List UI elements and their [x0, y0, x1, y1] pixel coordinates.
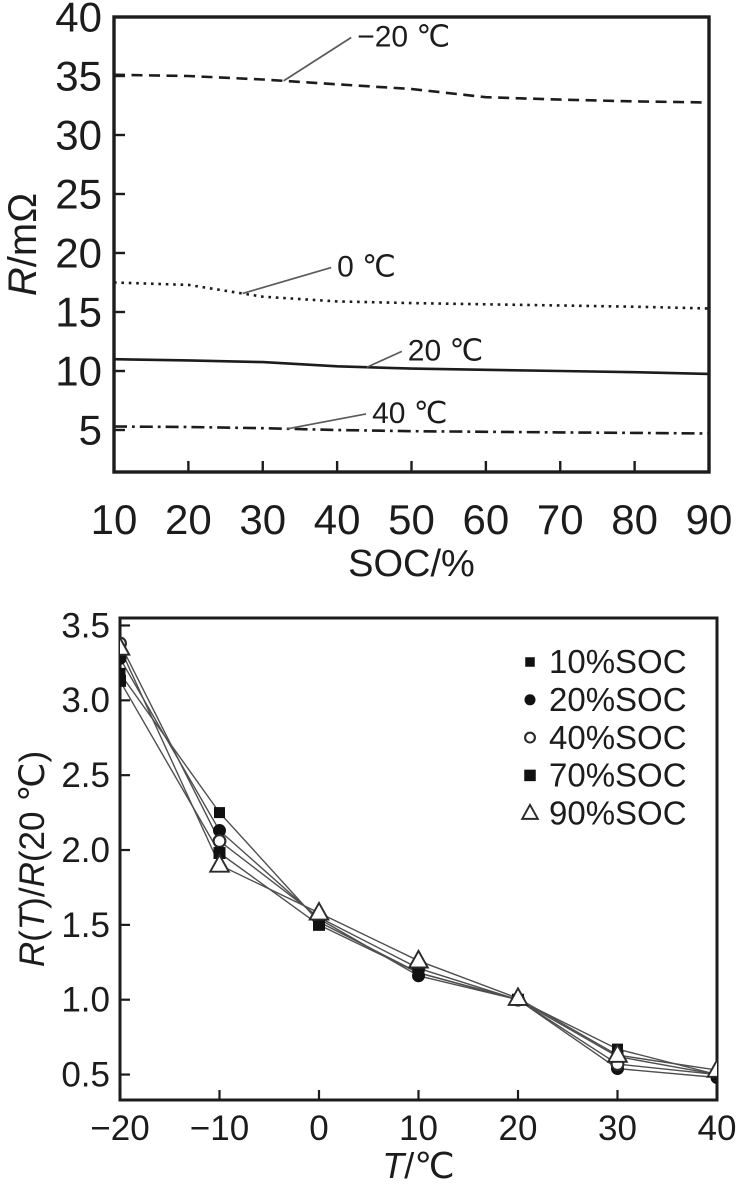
series-group — [114, 73, 709, 435]
x-tick-labels: −20 −10 0 10 20 30 40 — [90, 1109, 736, 1148]
series-line-0-1 — [114, 281, 709, 310]
x-tick-label: 20 — [499, 1109, 538, 1148]
y-tick-label: 35 — [55, 52, 102, 99]
y-tick-label: 1.0 — [61, 981, 110, 1020]
x-tick-label: 40 — [314, 496, 361, 543]
series-line-20-2 — [114, 357, 709, 376]
triangle-open-data-point — [407, 948, 430, 969]
x-tick-label: 50 — [388, 496, 435, 543]
x-axis-label: SOC/% — [348, 543, 475, 585]
y-axis-label: R(T)/R(20 ℃) — [13, 751, 52, 967]
annotation-leader-line — [283, 36, 352, 82]
y-tick-label: 2.5 — [61, 756, 110, 795]
triangle-open-data-point — [120, 636, 131, 656]
circle-open-legend-icon — [524, 731, 536, 744]
triangle-open-data-point — [208, 853, 231, 873]
circle-filled-legend-icon — [524, 694, 536, 706]
annotation-label-20-2: 20 ℃ — [408, 334, 483, 367]
x-tick-label: 0 — [309, 1109, 328, 1148]
square-filled-data-point — [214, 807, 225, 819]
square-filled-data-point — [120, 674, 126, 687]
x-tick-label: 10 — [91, 496, 138, 543]
circle-filled-data-point — [213, 824, 226, 838]
x-tick-label: 70 — [537, 496, 584, 543]
legend-item-10-soc-0: 10%SOC — [525, 643, 687, 680]
annotation-label-20-0: −20 ℃ — [357, 20, 450, 53]
square-filled-data-point — [412, 966, 425, 979]
annotation-leader-line — [287, 413, 367, 430]
x-tick-label: 60 — [463, 496, 510, 543]
x-tick-label: −10 — [190, 1109, 249, 1148]
y-tick-label: 2.0 — [61, 831, 110, 870]
square-filled-data-point — [213, 847, 226, 860]
x-tick-label: 30 — [239, 496, 286, 543]
square-filled-legend-icon — [525, 657, 535, 667]
series-line-20-0 — [114, 73, 709, 104]
legend-label: 70%SOC — [549, 757, 687, 794]
series-line-40-3 — [114, 425, 709, 435]
y-tick-label: 40 — [55, 0, 102, 40]
series-group — [120, 636, 717, 1085]
y-tick-label: 10 — [55, 347, 102, 394]
legend-item-40-soc-2: 40%SOC — [524, 719, 687, 756]
x-tick-labels: 10 20 30 40 50 60 70 80 90 — [91, 496, 733, 543]
triangle-open-data-point — [706, 1058, 717, 1078]
y-tick-label: 5 — [79, 406, 102, 453]
axis-ticks — [118, 624, 719, 1100]
triangle-open-data-point — [308, 901, 330, 921]
square-filled-data-point — [313, 918, 325, 931]
legend-label: 10%SOC — [549, 643, 687, 680]
chart-resistance-vs-soc: 10 20 30 40 50 60 70 80 90 5 10 15 20 25 30 35 40 −20 ℃ 0 … — [1, 0, 733, 585]
square-filled-data-point — [120, 667, 126, 679]
y-tick-labels: 0.5 1.0 1.5 2.0 2.5 3.0 3.5 — [61, 606, 110, 1094]
y-tick-label: 0.5 — [61, 1055, 110, 1094]
series-markers-90-soc-4 — [120, 636, 717, 1078]
legend-label: 40%SOC — [549, 719, 687, 756]
x-tick-label: 40 — [698, 1109, 737, 1148]
x-tick-label: 20 — [165, 496, 212, 543]
chart-ratio-vs-temperature: −20 −10 0 10 20 30 40 0.5 1.0 1.5 2.0 2.5 3.0 3.5 10%S… — [13, 606, 736, 1186]
circle-open-data-point — [212, 834, 227, 848]
annotation-label-40-3: 40 ℃ — [372, 397, 447, 430]
triangle-open-data-point — [606, 1043, 629, 1063]
y-tick-label: 1.5 — [61, 906, 110, 945]
y-axis-label: R/mΩ — [1, 193, 45, 296]
triangle-open-legend-icon — [520, 802, 540, 820]
legend-label: 20%SOC — [549, 681, 687, 718]
y-tick-label: 15 — [55, 288, 102, 335]
annotation-leader-line — [242, 266, 332, 295]
x-tick-label: 80 — [611, 496, 658, 543]
legend-label: 90%SOC — [549, 794, 687, 831]
y-tick-label: 30 — [55, 111, 102, 158]
triangle-open-data-point — [507, 986, 529, 1006]
y-tick-label: 25 — [55, 170, 102, 217]
y-tick-label: 3.5 — [61, 606, 110, 645]
x-tick-label: 90 — [686, 496, 733, 543]
x-tick-label: −20 — [90, 1109, 149, 1148]
y-tick-label: 3.0 — [61, 681, 110, 720]
annotation-leader-line — [366, 350, 403, 368]
x-tick-label: 10 — [399, 1109, 438, 1148]
square-filled-legend-icon — [524, 769, 536, 782]
x-tick-label: 30 — [598, 1109, 637, 1148]
y-tick-labels: 5 10 15 20 25 30 35 40 — [55, 0, 102, 453]
annotation-label-0-1: 0 ℃ — [337, 251, 396, 284]
y-tick-label: 20 — [55, 229, 102, 276]
legend-item-70-soc-3: 70%SOC — [524, 757, 687, 794]
x-axis-label: T/℃ — [382, 1145, 454, 1186]
legend-item-90-soc-4: 90%SOC — [520, 794, 687, 831]
legend-item-20-soc-1: 20%SOC — [524, 681, 687, 718]
